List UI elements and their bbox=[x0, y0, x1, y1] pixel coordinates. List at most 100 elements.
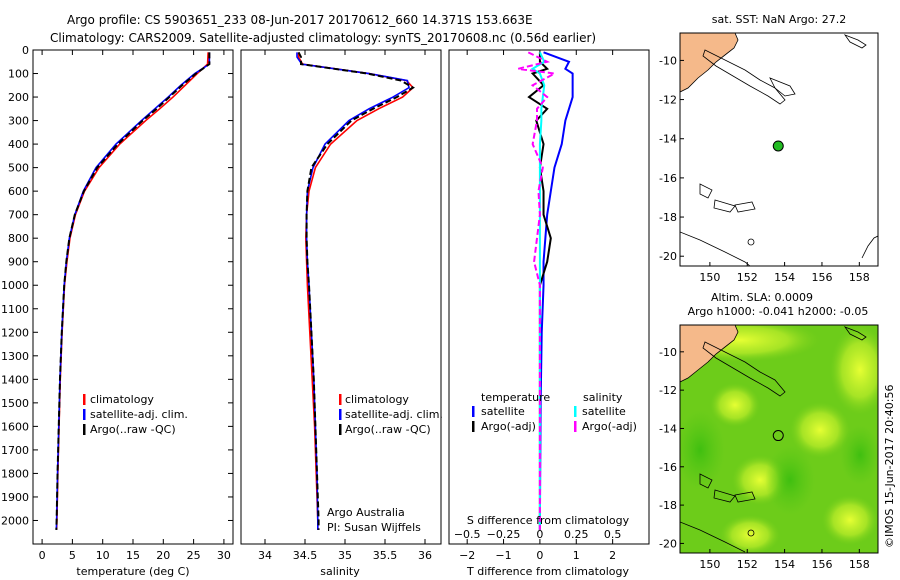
island-outline bbox=[747, 529, 755, 537]
salinity-panel: 34 34.5 35 35.5 36 salinity climatology sate… bbox=[240, 49, 443, 578]
temperature-series-2 bbox=[55, 52, 211, 530]
legend-salinity-header: salinity bbox=[583, 391, 623, 404]
x-tick-label: 0 bbox=[536, 549, 543, 562]
x-tick-label: −2 bbox=[459, 549, 475, 562]
lon-tick-label: 156 bbox=[811, 558, 832, 571]
y-tick-label: 2000 bbox=[1, 514, 29, 527]
temperature-xlabel: temperature (deg C) bbox=[76, 565, 189, 578]
sla-field bbox=[680, 325, 878, 553]
s-tick-label: −0.5 bbox=[454, 528, 481, 541]
legend-satellite-swatch bbox=[339, 409, 342, 420]
x-tick-label: 0 bbox=[39, 549, 46, 562]
header-line2: Climatology: CARS2009. Satellite-adjuste… bbox=[50, 31, 596, 45]
coast-outline bbox=[861, 235, 878, 259]
lat-tick-label: -12 bbox=[659, 94, 677, 107]
legend-satellite-label: satellite-adj. clim. bbox=[90, 408, 188, 421]
coast-outline bbox=[680, 231, 751, 266]
x-tick-label: 30 bbox=[217, 549, 231, 562]
y-tick-label: 300 bbox=[8, 115, 29, 128]
legend-satellite-label: satellite-adj. clim. bbox=[345, 408, 443, 421]
sla-high-patch bbox=[822, 495, 878, 545]
s-difference-label: S difference from climatology bbox=[467, 514, 630, 527]
argo-australia-label: Argo Australia bbox=[327, 506, 405, 519]
island-outline bbox=[843, 326, 867, 341]
s-tick-label: 0 bbox=[536, 528, 543, 541]
reef-outline bbox=[699, 183, 756, 213]
legend-climatology-swatch bbox=[339, 394, 342, 405]
lat-tick-label: -14 bbox=[659, 133, 677, 146]
lat-tick-label: -20 bbox=[659, 250, 677, 263]
legend-argo-label: Argo(..raw -QC) bbox=[90, 423, 176, 436]
legend-argo-swatch bbox=[83, 424, 86, 435]
x-tick-label: 36 bbox=[418, 549, 432, 562]
y-tick-label: 1300 bbox=[1, 350, 29, 363]
x-tick-label: 5 bbox=[69, 549, 76, 562]
sla-map-frame bbox=[679, 324, 879, 554]
difference-panel: −2 −1 0 1 2 −0.5 −0.25 0 0.25 0.5 S difference fr… bbox=[448, 49, 650, 578]
y-tick-label: 600 bbox=[8, 185, 29, 198]
temperature-series-3 bbox=[55, 52, 211, 530]
lat-tick-label: -18 bbox=[659, 211, 677, 224]
lat-tick-label: -14 bbox=[659, 422, 677, 435]
argo-float-marker bbox=[772, 140, 784, 152]
temperature-panel: 0100200300400500600700800900100011001200… bbox=[1, 44, 234, 578]
sst-map-frame bbox=[679, 32, 879, 267]
x-tick-label: 20 bbox=[156, 549, 170, 562]
lon-tick-label: 158 bbox=[849, 558, 870, 571]
sla-low-patch bbox=[840, 425, 878, 485]
reef-outline bbox=[699, 473, 756, 503]
reef-outline bbox=[702, 49, 786, 105]
island-outline bbox=[747, 238, 755, 246]
sst-map-content bbox=[680, 33, 878, 266]
s-tick-label: −0.25 bbox=[487, 528, 521, 541]
land-new-guinea bbox=[680, 325, 739, 383]
pi-label: PI: Susan Wijffels bbox=[327, 521, 421, 534]
legend-satellite-swatch bbox=[83, 409, 86, 420]
lon-tick-label: 152 bbox=[737, 558, 758, 571]
sla-high-patch bbox=[830, 325, 878, 415]
lon-tick-label: 150 bbox=[699, 271, 720, 284]
lon-tick-label: 154 bbox=[774, 558, 795, 571]
sla-high-patch bbox=[710, 383, 760, 427]
lon-tick-label: 158 bbox=[849, 271, 870, 284]
y-tick-label: 500 bbox=[8, 162, 29, 175]
legend-t-argo-swatch bbox=[472, 421, 475, 432]
legend-s-argo-swatch bbox=[574, 421, 577, 432]
y-tick-label: 0 bbox=[22, 44, 29, 57]
temperature-legend: climatology satellite-adj. clim. Argo(..… bbox=[83, 393, 188, 436]
y-tick-label: 900 bbox=[8, 256, 29, 269]
difference-series-4 bbox=[517, 51, 558, 530]
sst-title: sat. SST: NaN Argo: 27.2 bbox=[712, 13, 846, 26]
sla-high-patch bbox=[720, 515, 780, 553]
lon-tick-label: 150 bbox=[699, 558, 720, 571]
y-tick-label: 700 bbox=[8, 209, 29, 222]
salinity-xlabel: salinity bbox=[320, 565, 360, 578]
legend-s-argo-label: Argo(-adj) bbox=[582, 420, 637, 433]
island-outline bbox=[769, 77, 796, 97]
sla-title-line2: Argo h1000: -0.041 h2000: -0.05 bbox=[688, 305, 869, 318]
header-line1: Argo profile: CS 5903651_233 08-Jun-2017… bbox=[67, 13, 533, 27]
lon-tick-label: 156 bbox=[811, 271, 832, 284]
sst-map: sat. SST: NaN Argo: 27.2 150 152 154 156 158… bbox=[659, 13, 879, 284]
legend-t-satellite-label: satellite bbox=[481, 405, 525, 418]
x-tick-label: 34.5 bbox=[293, 549, 318, 562]
y-tick-label: 1700 bbox=[1, 444, 29, 457]
legend-s-satellite-swatch bbox=[574, 406, 577, 417]
y-tick-label: 1500 bbox=[1, 397, 29, 410]
sla-map: Altim. SLA: 0.0009 Argo h1000: -0.041 h2… bbox=[659, 291, 879, 571]
argo-float-position bbox=[772, 430, 784, 442]
lat-tick-label: -18 bbox=[659, 499, 677, 512]
s-tick-label: 0.5 bbox=[604, 528, 622, 541]
lat-tick-label: -20 bbox=[659, 537, 677, 550]
y-tick-label: 1000 bbox=[1, 279, 29, 292]
lat-tick-label: -10 bbox=[659, 54, 677, 67]
lat-tick-label: -16 bbox=[659, 461, 677, 474]
x-tick-label: 1 bbox=[573, 549, 580, 562]
legend-argo-label: Argo(..raw -QC) bbox=[345, 423, 431, 436]
y-tick-label: 1100 bbox=[1, 303, 29, 316]
salinity-series-3 bbox=[297, 51, 415, 530]
s-tick-label: 0.25 bbox=[564, 528, 589, 541]
land-new-guinea bbox=[680, 33, 739, 93]
difference-axes-frame bbox=[448, 49, 650, 545]
